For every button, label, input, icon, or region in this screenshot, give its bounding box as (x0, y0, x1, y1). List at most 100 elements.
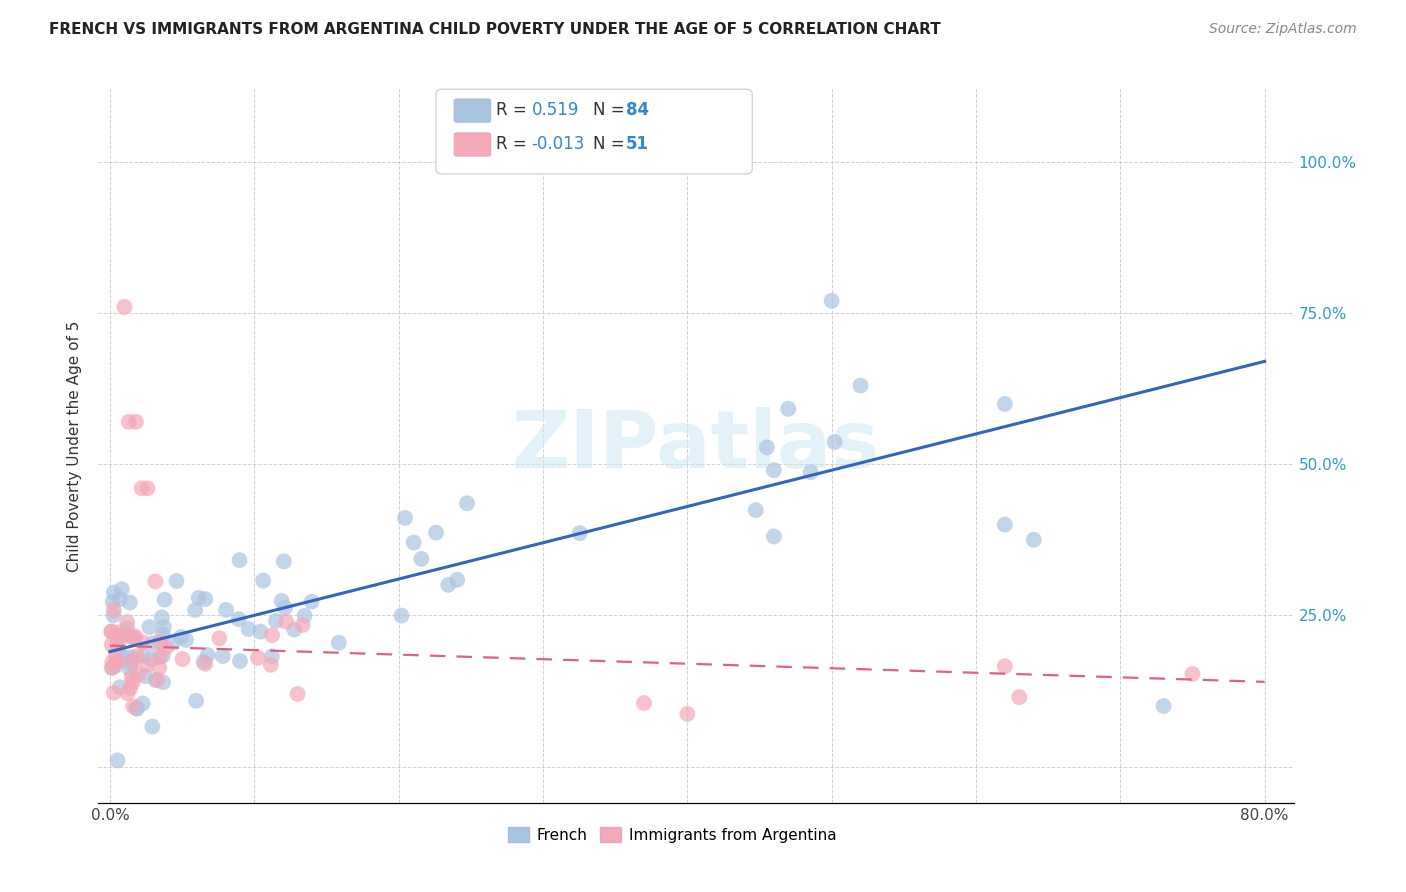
Point (153, 592, 176, 607)
Point (125, 415, 148, 429)
Point (118, 595, 141, 609)
Point (108, 633, 131, 648)
Point (152, 675, 174, 690)
Point (1008, 690, 1031, 705)
Point (115, 627, 138, 641)
Point (122, 631, 145, 645)
Point (994, 397, 1017, 411)
Point (107, 641, 129, 656)
Point (194, 657, 217, 671)
Text: 84: 84 (626, 101, 648, 119)
Point (391, 608, 413, 623)
Point (115, 615, 138, 629)
Point (1022, 533, 1045, 547)
Point (260, 657, 283, 672)
Point (568, 526, 591, 541)
Point (103, 585, 125, 599)
Point (194, 592, 217, 607)
Point (131, 481, 153, 495)
Point (170, 630, 193, 644)
Point (249, 624, 271, 639)
Text: FRENCH VS IMMIGRANTS FROM ARGENTINA CHILD POVERTY UNDER THE AGE OF 5 CORRELATION: FRENCH VS IMMIGRANTS FROM ARGENTINA CHIL… (49, 22, 941, 37)
Point (762, 463, 785, 477)
Point (132, 648, 155, 663)
Point (745, 503, 768, 517)
Point (117, 621, 139, 635)
Point (425, 525, 447, 540)
Text: R =: R = (496, 135, 533, 153)
Point (676, 706, 699, 721)
Point (150, 610, 173, 624)
Point (215, 603, 238, 617)
Point (328, 636, 350, 650)
Point (135, 658, 157, 673)
Point (800, 465, 823, 479)
Point (103, 608, 125, 623)
Point (153, 620, 176, 634)
Point (274, 600, 297, 615)
Point (100, 624, 122, 639)
Point (117, 686, 139, 700)
Point (100, 624, 122, 639)
Point (252, 574, 274, 588)
Point (193, 655, 215, 669)
Point (174, 633, 197, 648)
Legend: French, Immigrants from Argentina: French, Immigrants from Argentina (502, 821, 842, 848)
Point (120, 650, 142, 665)
Point (456, 496, 478, 510)
Point (187, 591, 209, 605)
Point (820, 293, 842, 308)
Point (131, 697, 153, 711)
Point (101, 638, 124, 652)
Point (108, 680, 131, 694)
Point (262, 628, 284, 642)
Point (778, 401, 800, 416)
Point (146, 673, 169, 687)
Point (141, 720, 163, 734)
Point (107, 754, 129, 768)
Point (104, 658, 127, 673)
Point (228, 612, 250, 626)
Text: N =: N = (593, 101, 624, 119)
Point (1153, 699, 1175, 714)
Point (101, 661, 124, 675)
Point (111, 650, 134, 665)
Point (264, 614, 287, 628)
Point (120, 681, 142, 696)
Point (118, 415, 141, 429)
Point (276, 615, 298, 629)
Point (145, 673, 167, 687)
Point (994, 517, 1017, 532)
Point (142, 636, 165, 650)
Point (103, 686, 125, 700)
Point (121, 654, 143, 668)
Point (301, 595, 323, 609)
Text: Source: ZipAtlas.com: Source: ZipAtlas.com (1209, 22, 1357, 37)
Point (155, 640, 177, 655)
Point (394, 511, 416, 525)
Text: 51: 51 (626, 135, 648, 153)
Point (402, 535, 425, 549)
Point (112, 300, 135, 314)
Point (120, 657, 142, 671)
Point (824, 434, 846, 449)
Point (184, 694, 207, 708)
Point (446, 573, 468, 587)
Point (145, 574, 167, 589)
Point (121, 630, 143, 644)
Point (136, 481, 159, 495)
Point (122, 699, 145, 714)
Point (138, 620, 160, 634)
Point (762, 529, 785, 543)
Point (101, 595, 124, 609)
Point (1181, 667, 1204, 681)
Point (124, 630, 146, 644)
Point (238, 622, 260, 636)
Point (111, 582, 134, 597)
Point (121, 675, 143, 690)
Point (228, 553, 250, 567)
Point (108, 592, 131, 607)
Point (125, 649, 148, 664)
Text: -0.013: -0.013 (531, 135, 585, 153)
Point (287, 687, 309, 701)
